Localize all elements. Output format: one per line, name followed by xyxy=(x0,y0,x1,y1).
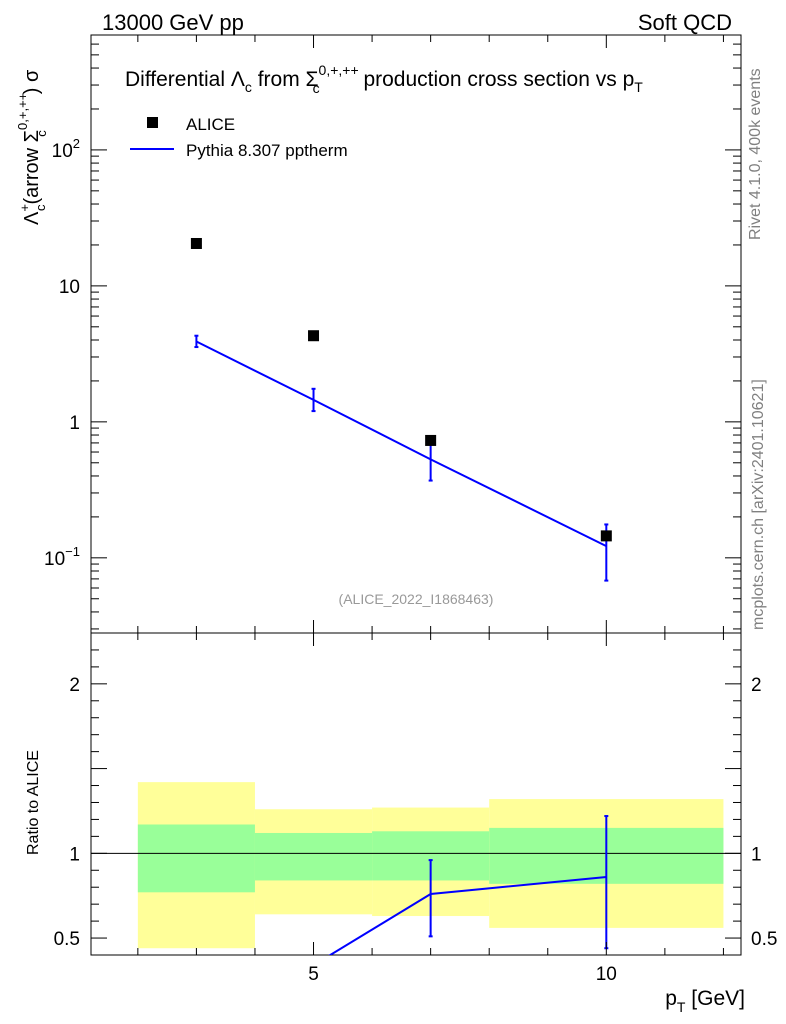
main-layer xyxy=(190,237,612,582)
x-tick-label: 10 xyxy=(596,964,617,985)
ratio-tick-label-right: 1 xyxy=(751,844,762,865)
ratio-inner-band-1 xyxy=(254,832,373,881)
chart-title: Differential Λc from Σ0,+,++ c production… xyxy=(125,62,643,96)
ratio-tick-label-right: 2 xyxy=(751,675,762,696)
legend-alice-label: ALICE xyxy=(186,115,235,134)
y-tick-label: 1 xyxy=(69,413,80,434)
ratio-layer xyxy=(91,782,741,955)
ticks-layer: 5 10 10−1 1 10 102 0.5 0.5 1 1 2 2 xyxy=(44,34,777,985)
y-tick-label: 10 xyxy=(59,277,80,298)
data-point-0 xyxy=(190,237,202,249)
rivet-side-label: Rivet 4.1.0, 400k events xyxy=(747,68,764,240)
header-right-label: Soft QCD xyxy=(638,10,732,35)
main-y-axis-label: Λ+c(arrow Σ0,+,++c) σ xyxy=(15,69,49,225)
ratio-tick-label-left: 0.5 xyxy=(54,929,80,950)
header-left-label: 13000 GeV pp xyxy=(102,10,244,35)
ratio-plot-frame xyxy=(90,632,742,956)
ratio-tick-label-left: 1 xyxy=(69,844,80,865)
ratio-y-axis-label: Ratio to ALICE xyxy=(25,750,42,855)
analysis-tag: (ALICE_2022_I1868463) xyxy=(339,591,494,607)
x-tick-label: 5 xyxy=(308,964,319,985)
data-point-3 xyxy=(600,530,612,542)
ratio-mc-line xyxy=(328,876,607,955)
ratio-tick-label-right: 0.5 xyxy=(751,929,777,950)
mc-line xyxy=(195,340,607,547)
ratio-tick-label-left: 2 xyxy=(69,675,80,696)
ratio-inner-band-0 xyxy=(137,824,255,893)
data-point-1 xyxy=(308,330,320,342)
y-tick-label: 102 xyxy=(52,136,80,162)
legend-alice-marker xyxy=(147,117,158,128)
x-axis-label: pT [GeV] xyxy=(665,987,745,1015)
mcplots-side-label: mcplots.cern.ch [arXiv:2401.10621] xyxy=(750,379,767,630)
y-tick-label: 10−1 xyxy=(44,544,80,570)
data-point-2 xyxy=(425,434,437,446)
legend-pythia-label: Pythia 8.307 pptherm xyxy=(186,141,348,160)
